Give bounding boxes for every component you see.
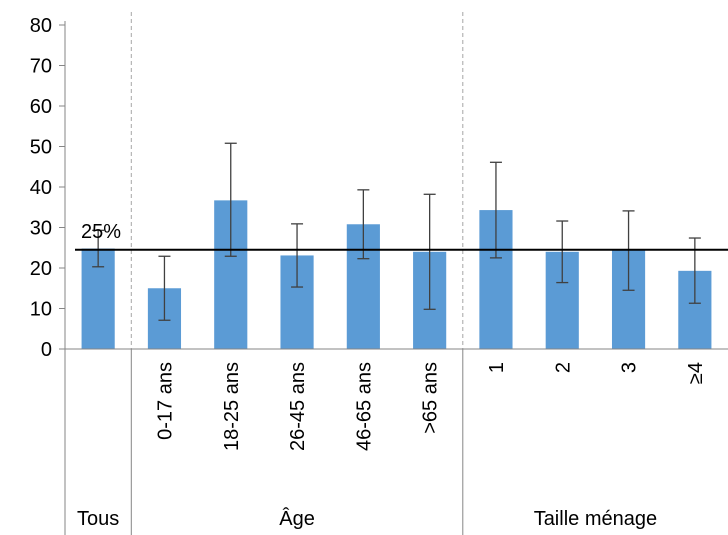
x-tick-label: 3 [619,362,641,373]
x-tick-label: 0-17 ans [154,362,176,440]
x-tick-label: ≥4 [685,362,707,384]
bars [81,200,712,349]
y-tick-label: 20 [30,258,52,280]
group-label: Tous [77,508,119,530]
axes [64,21,728,350]
y-tick-label: 0 [41,339,52,361]
group-labels: Tous Âge Taille ménage [77,507,657,530]
group-dividers [64,12,464,535]
y-tick-label: 10 [30,299,52,321]
x-tick-label: 18-25 ans [221,362,243,451]
y-axis-ticks: 0 10 20 30 40 50 60 70 80 [30,15,65,361]
error-bars [92,142,701,321]
reference-line-label: 25% [81,221,121,243]
x-tick-label: 1 [486,362,508,373]
x-tick-label: 46-65 ans [353,362,375,451]
category-labels: 0-17 ans 18-25 ans 26-45 ans 46-65 ans >65 a… [154,362,706,451]
group-label: Âge [279,507,315,530]
y-tick-label: 80 [30,15,52,37]
y-tick-label: 50 [30,137,52,159]
y-tick-label: 30 [30,218,52,240]
reference-line: 25% [75,221,728,251]
y-tick-label: 70 [30,56,52,78]
x-tick-label: 26-45 ans [287,362,309,451]
y-tick-label: 60 [30,96,52,118]
y-tick-label: 40 [30,177,52,199]
x-tick-label: 2 [552,362,574,373]
group-label: Taille ménage [534,508,657,530]
x-tick-label: >65 ans [420,362,442,434]
